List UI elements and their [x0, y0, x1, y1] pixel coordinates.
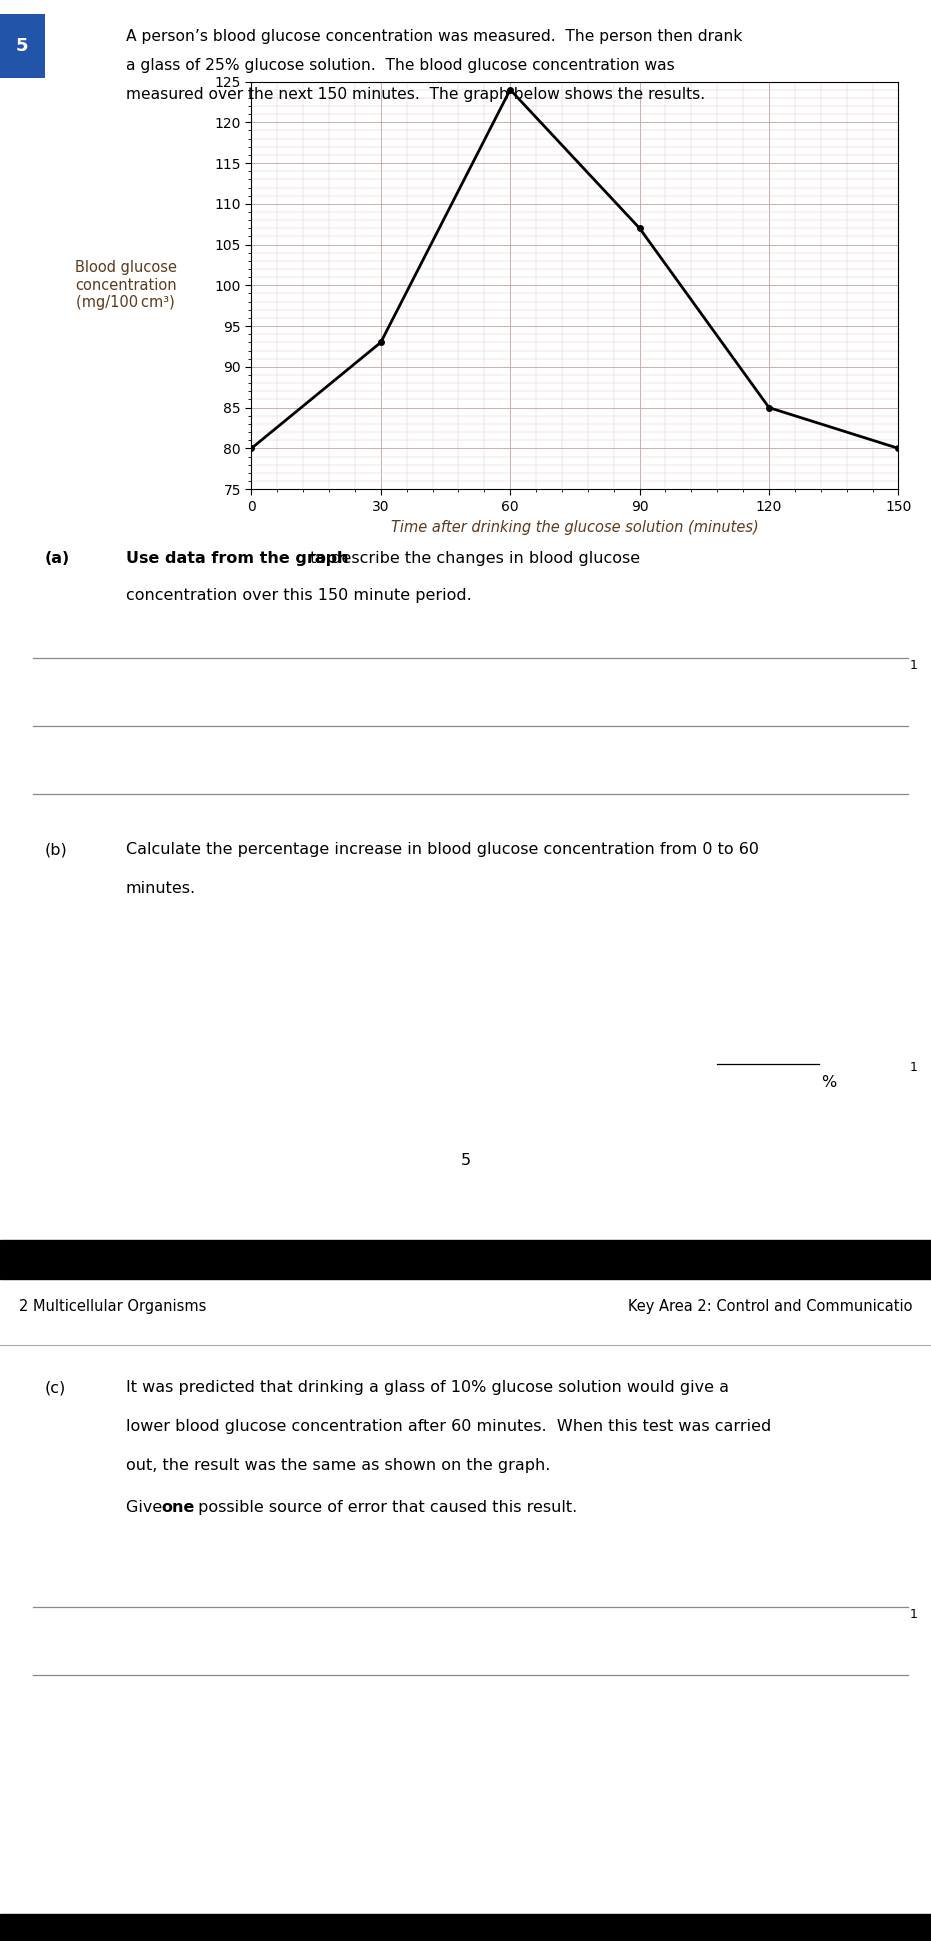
Text: a glass of 25% glucose solution.  The blood glucose concentration was: a glass of 25% glucose solution. The blo…	[126, 58, 674, 74]
Text: 1: 1	[910, 1062, 917, 1073]
Text: concentration over this 150 minute period.: concentration over this 150 minute perio…	[126, 588, 471, 604]
Text: (a): (a)	[45, 551, 70, 567]
Text: %: %	[821, 1075, 836, 1091]
Text: Give: Give	[126, 1500, 167, 1516]
Text: 5: 5	[461, 1153, 470, 1168]
Text: lower blood glucose concentration after 60 minutes.  When this test was carried: lower blood glucose concentration after …	[126, 1419, 771, 1434]
Text: 1: 1	[910, 1609, 917, 1621]
Text: A person’s blood glucose concentration was measured.  The person then drank: A person’s blood glucose concentration w…	[126, 29, 742, 45]
Text: 5: 5	[16, 37, 29, 54]
Text: Blood glucose
concentration
(mg/100 cm³): Blood glucose concentration (mg/100 cm³)	[74, 260, 177, 311]
Text: measured over the next 150 minutes.  The graph below shows the results.: measured over the next 150 minutes. The …	[126, 87, 705, 103]
Text: It was predicted that drinking a glass of 10% glucose solution would give a: It was predicted that drinking a glass o…	[126, 1380, 729, 1396]
Text: (b): (b)	[45, 842, 67, 858]
X-axis label: Time after drinking the glucose solution (minutes): Time after drinking the glucose solution…	[391, 520, 759, 536]
Text: Use data from the graph: Use data from the graph	[126, 551, 348, 567]
Text: 2 Multicellular Organisms: 2 Multicellular Organisms	[19, 1299, 206, 1314]
Text: out, the result was the same as shown on the graph.: out, the result was the same as shown on…	[126, 1458, 550, 1473]
Text: one: one	[161, 1500, 195, 1516]
Text: Calculate the percentage increase in blood glucose concentration from 0 to 60: Calculate the percentage increase in blo…	[126, 842, 759, 858]
Text: (c): (c)	[45, 1380, 66, 1396]
Text: to describe the changes in blood glucose: to describe the changes in blood glucose	[305, 551, 641, 567]
Text: minutes.: minutes.	[126, 881, 196, 897]
Text: 1: 1	[910, 660, 917, 672]
Text: possible source of error that caused this result.: possible source of error that caused thi…	[193, 1500, 577, 1516]
Text: Key Area 2: Control and Communicatio: Key Area 2: Control and Communicatio	[627, 1299, 912, 1314]
